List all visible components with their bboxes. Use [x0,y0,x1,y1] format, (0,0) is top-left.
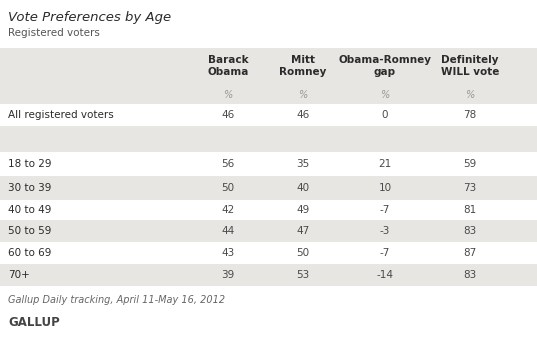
Bar [0,242,537,264]
Text: 83: 83 [463,270,477,280]
Text: All registered voters: All registered voters [8,110,114,120]
Text: 87: 87 [463,248,477,258]
Text: 35: 35 [296,159,310,169]
Text: 59: 59 [463,159,477,169]
Bar [0,126,537,152]
Text: %: % [380,90,390,100]
Text: Gallup Daily tracking, April 11-May 16, 2012: Gallup Daily tracking, April 11-May 16, … [8,295,225,305]
Text: 18 to 29: 18 to 29 [8,159,52,169]
Text: 44: 44 [221,226,235,236]
Text: 81: 81 [463,205,477,215]
Text: 47: 47 [296,226,310,236]
Text: Vote Preferences by Age: Vote Preferences by Age [8,11,171,24]
Text: 60 to 69: 60 to 69 [8,248,52,258]
Text: 21: 21 [379,159,391,169]
Text: 30 to 39: 30 to 39 [8,183,52,193]
Text: 40 to 49: 40 to 49 [8,205,52,215]
Text: 83: 83 [463,226,477,236]
Text: 56: 56 [221,159,235,169]
Text: 46: 46 [221,110,235,120]
Text: Registered voters: Registered voters [8,28,100,38]
Text: 78: 78 [463,110,477,120]
Text: -3: -3 [380,226,390,236]
Text: 53: 53 [296,270,310,280]
Text: Definitely
WILL vote: Definitely WILL vote [441,55,499,77]
Text: -14: -14 [376,270,394,280]
Text: -7: -7 [380,205,390,215]
Text: 50: 50 [296,248,309,258]
Bar [0,86,537,104]
Text: 43: 43 [221,248,235,258]
Text: %: % [299,90,308,100]
Text: Obama-Romney
gap: Obama-Romney gap [338,55,432,77]
Text: GALLUP: GALLUP [8,316,60,329]
Text: 49: 49 [296,205,310,215]
Text: 50: 50 [221,183,235,193]
Bar [0,200,537,220]
Bar [0,152,537,176]
Text: 70+: 70+ [8,270,30,280]
Bar [0,264,537,286]
Text: 39: 39 [221,270,235,280]
Bar [0,48,537,86]
Text: Mitt
Romney: Mitt Romney [279,55,326,77]
Text: %: % [466,90,475,100]
Bar [0,220,537,242]
Text: %: % [223,90,233,100]
Text: 46: 46 [296,110,310,120]
Text: 0: 0 [382,110,388,120]
Text: Barack
Obama: Barack Obama [207,55,249,77]
Text: 40: 40 [296,183,309,193]
Text: -7: -7 [380,248,390,258]
Bar [0,104,537,126]
Text: 42: 42 [221,205,235,215]
Text: 10: 10 [379,183,391,193]
Text: 73: 73 [463,183,477,193]
Text: 50 to 59: 50 to 59 [8,226,52,236]
Bar [0,176,537,200]
